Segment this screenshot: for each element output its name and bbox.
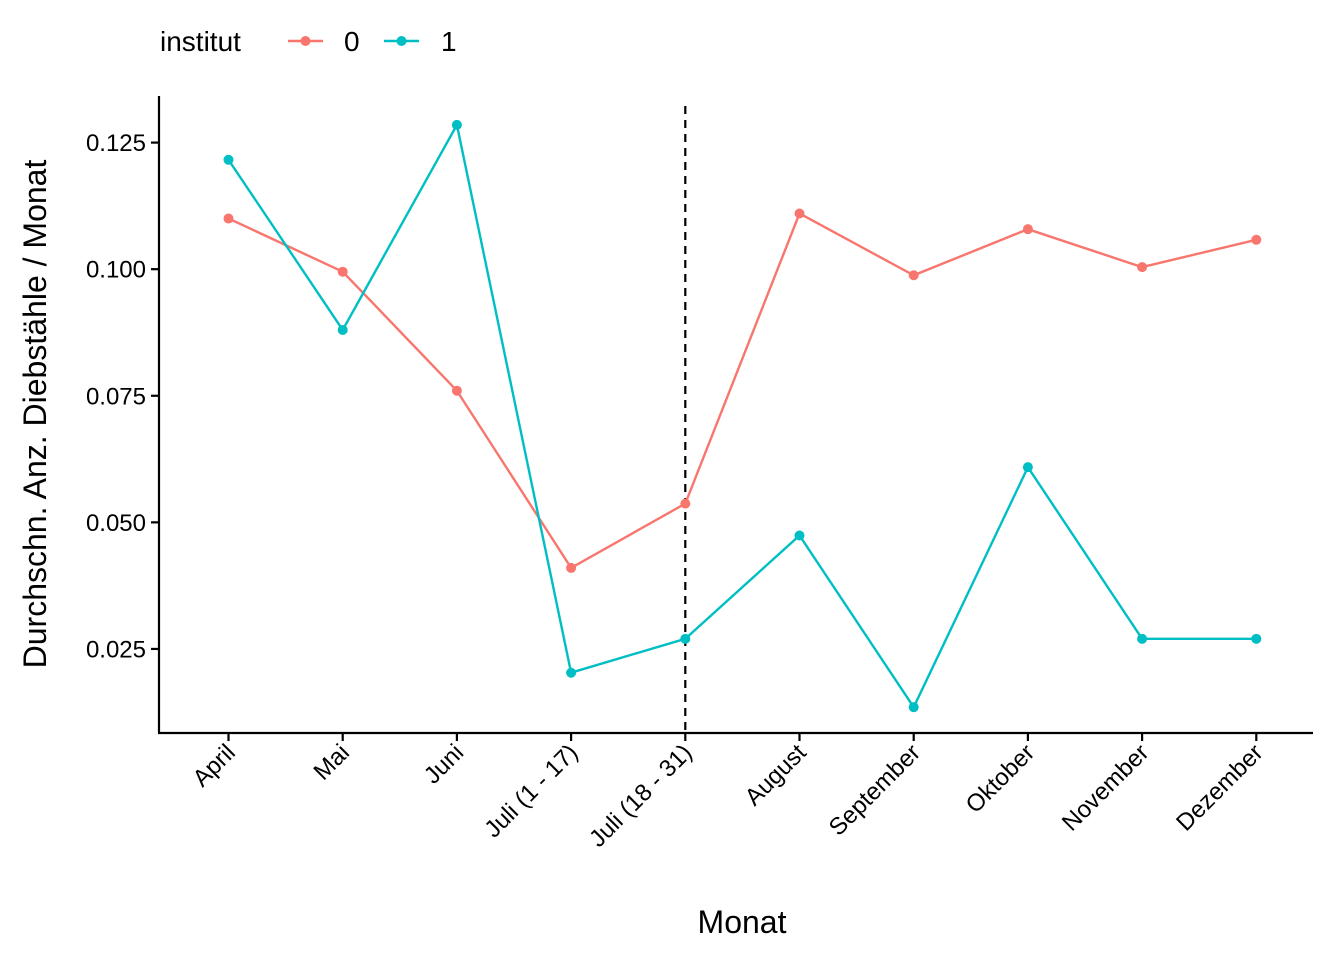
- data-point-1: [337, 324, 348, 335]
- data-point-0: [908, 270, 919, 281]
- x-tick-label: Oktober: [961, 739, 1040, 818]
- data-point-0: [337, 266, 348, 277]
- data-point-0: [1137, 262, 1148, 273]
- data-point-0: [794, 208, 805, 219]
- y-axis-ticks: 0.025 0.050 0.075 0.100 0.125: [86, 130, 159, 663]
- data-point-1: [1137, 633, 1148, 644]
- data-point-1: [1251, 633, 1262, 644]
- series-line-1: [227, 121, 1257, 710]
- x-axis-title: Monat: [698, 904, 787, 940]
- y-tick-label: 0.050: [86, 510, 146, 537]
- data-point-0: [1251, 234, 1262, 245]
- data-point-0: [223, 213, 234, 224]
- y-tick-label: 0.075: [86, 383, 146, 410]
- data-point-1: [908, 702, 919, 713]
- data-point-0: [1022, 224, 1033, 235]
- x-tick-label: August: [740, 739, 812, 811]
- x-tick-label: November: [1057, 739, 1154, 836]
- series-points: [223, 119, 1262, 713]
- y-tick-label: 0.100: [86, 257, 146, 284]
- data-point-1: [680, 633, 691, 644]
- x-tick-label: Juli (18 - 31): [584, 739, 697, 852]
- x-tick-label: Dezember: [1171, 739, 1268, 836]
- data-point-1: [223, 154, 234, 165]
- legend-key-point-1: [396, 36, 407, 46]
- data-point-0: [566, 562, 577, 573]
- x-tick-label: Mai: [309, 739, 355, 785]
- x-axis-ticks: April Mai Juni Juli (1 - 17) Juli (18 - 31) A…: [188, 733, 1269, 853]
- legend-title: institut: [160, 26, 241, 57]
- x-tick-label: Juni: [419, 739, 469, 789]
- data-point-1: [1022, 462, 1033, 473]
- data-point-1: [566, 667, 577, 678]
- y-tick-label: 0.125: [86, 130, 146, 157]
- x-tick-label: September: [824, 739, 926, 841]
- x-tick-label: April: [188, 739, 241, 792]
- y-axis-title: Durchschn. Anz. Diebstähle / Monat: [17, 160, 53, 669]
- y-tick-label: 0.025: [86, 636, 146, 663]
- data-point-0: [451, 385, 462, 396]
- legend-label-0: 0: [344, 26, 360, 57]
- legend: institut 0 1: [160, 26, 457, 57]
- data-point-1: [794, 530, 805, 541]
- x-tick-label: Juli (1 - 17): [479, 739, 583, 843]
- legend-label-1: 1: [441, 26, 457, 57]
- legend-key-point-0: [300, 36, 311, 46]
- data-point-1: [451, 119, 462, 130]
- series-lines: [227, 121, 1257, 710]
- data-point-0: [680, 498, 691, 509]
- series-line-0: [227, 211, 1257, 570]
